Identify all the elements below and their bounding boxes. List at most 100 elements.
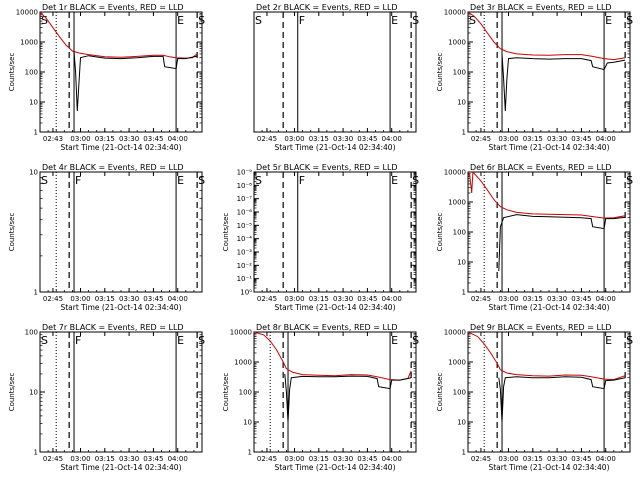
x-tick-label: 03:30 [547, 295, 567, 303]
x-axis-label: Start Time (21-Oct-14 02:34:40) [274, 463, 395, 472]
marker-letter: S [469, 14, 476, 27]
x-tick-label: 02:45 [43, 295, 63, 303]
y-axis-label: Counts/sec [436, 53, 444, 92]
chart-title: Det 4r BLACK = Events, RED = LLD [42, 163, 184, 172]
series-group [468, 172, 626, 272]
y-tick-label: 1 [34, 289, 38, 297]
marker-letter: E [177, 174, 184, 187]
marker-letter: S [255, 174, 262, 187]
series-group [468, 332, 626, 423]
x-axis-label: Start Time (21-Oct-14 02:34:40) [488, 303, 609, 312]
y-tick-label: 10⁻³ [237, 249, 253, 257]
y-tick-label: 10000 [444, 169, 466, 177]
y-tick-label: 10 [457, 419, 466, 427]
marker-letter: S [255, 14, 262, 27]
x-tick-label: 04:00 [168, 295, 188, 303]
series-group [254, 332, 412, 423]
y-tick-label: 10⁻² [237, 262, 253, 270]
marker-letter: S [198, 174, 205, 187]
x-tick-label: 02:45 [43, 455, 63, 463]
y-tick-label: 10⁻⁹ [237, 169, 253, 177]
y-tick-label: 1000 [448, 39, 466, 47]
lld-rate-line [40, 12, 198, 59]
y-axis-label: Counts/sec [436, 373, 444, 412]
marker-letter: F [299, 14, 305, 27]
y-tick-label: 1 [248, 449, 252, 457]
y-tick-label: 100 [453, 69, 466, 77]
chart-panel-4: Det 4r BLACK = Events, RED = LLD 02:45 03:… [8, 163, 205, 312]
chart-title: Det 9r BLACK = Events, RED = LLD [470, 323, 612, 332]
x-tick-label: 03:30 [119, 455, 139, 463]
event-rate-line [498, 376, 626, 423]
y-tick-label: 10⁻⁶ [237, 209, 253, 217]
x-tick-label: 03:45 [357, 455, 377, 463]
x-tick-label: 03:15 [309, 455, 329, 463]
plot-frame [39, 171, 203, 293]
x-tick-label: 02:45 [257, 295, 277, 303]
x-tick-label: 04:00 [596, 135, 616, 143]
y-tick-label: 1000 [448, 199, 466, 207]
chart-title: Det 1r BLACK = Events, RED = LLD [42, 3, 184, 12]
y-tick-label: 10 [29, 389, 38, 397]
x-axis-label: Start Time (21-Oct-14 02:34:40) [488, 143, 609, 152]
y-axis-label: Counts/sec [222, 373, 230, 412]
x-tick-label: 04:00 [382, 135, 402, 143]
marker-letter: E [391, 334, 398, 347]
y-tick-label: 1000 [448, 359, 466, 367]
y-tick-label: 1 [34, 129, 38, 137]
plot-frame [467, 331, 631, 453]
y-tick-label: 1 [34, 449, 38, 457]
chart-panel-7: Det 7r BLACK = Events, RED = LLD 02:45 03:… [8, 323, 205, 472]
marker-letter: S [412, 174, 419, 187]
y-tick-label: 1000 [20, 39, 38, 47]
x-tick-label: 03:15 [523, 455, 543, 463]
x-tick-label: 04:00 [382, 455, 402, 463]
lld-rate-line [254, 332, 412, 381]
marker-letter: S [41, 334, 48, 347]
y-tick-label: 10000 [230, 329, 252, 337]
x-tick-label: 04:00 [596, 455, 616, 463]
marker-letter: S [626, 334, 633, 347]
y-tick-label: 1 [462, 129, 466, 137]
y-axis-label: Counts/sec [8, 213, 16, 252]
marker-letter: S [626, 174, 633, 187]
marker-letter: E [391, 174, 398, 187]
y-tick-label: 100 [25, 329, 38, 337]
x-tick-label: 03:30 [333, 295, 353, 303]
event-rate-line [501, 53, 626, 112]
marker-letter: S [412, 334, 419, 347]
plot-frame [253, 11, 417, 133]
marker-letter: S [198, 14, 205, 27]
x-axis-label: Start Time (21-Oct-14 02:34:40) [274, 143, 395, 152]
x-tick-label: 03:30 [547, 135, 567, 143]
x-tick-label: 03:00 [70, 295, 90, 303]
chart-panel-8: Det 8r BLACK = Events, RED = LLD 02:45 03:… [222, 323, 419, 472]
x-tick-label: 03:30 [333, 455, 353, 463]
x-tick-label: 03:00 [498, 135, 518, 143]
x-tick-label: 04:00 [382, 295, 402, 303]
chart-title: Det 2r BLACK = Events, RED = LLD [256, 3, 398, 12]
y-axis-label: Counts/sec [222, 213, 230, 252]
y-tick-label: 100 [239, 389, 252, 397]
x-tick-label: 03:00 [70, 135, 90, 143]
series-group [40, 12, 198, 112]
chart-panel-2: Det 2r BLACK = Events, RED = LLD 02:45 03:… [253, 3, 419, 152]
marker-letter: S [198, 334, 205, 347]
plot-frame [39, 11, 203, 133]
x-axis-label: Start Time (21-Oct-14 02:34:40) [60, 463, 181, 472]
marker-letter: E [605, 334, 612, 347]
plot-frame [467, 171, 631, 293]
plot-frame [467, 11, 631, 133]
y-tick-label: 10 [457, 259, 466, 267]
x-tick-label: 03:00 [284, 455, 304, 463]
marker-letter: S [41, 14, 48, 27]
x-tick-label: 03:15 [95, 135, 115, 143]
event-rate-line [284, 373, 412, 423]
series-group [468, 12, 626, 112]
x-axis-label: Start Time (21-Oct-14 02:34:40) [274, 303, 395, 312]
marker-letter: E [391, 14, 398, 27]
x-tick-label: 03:45 [143, 455, 163, 463]
x-tick-label: 03:45 [571, 135, 591, 143]
marker-letter: F [75, 174, 81, 187]
